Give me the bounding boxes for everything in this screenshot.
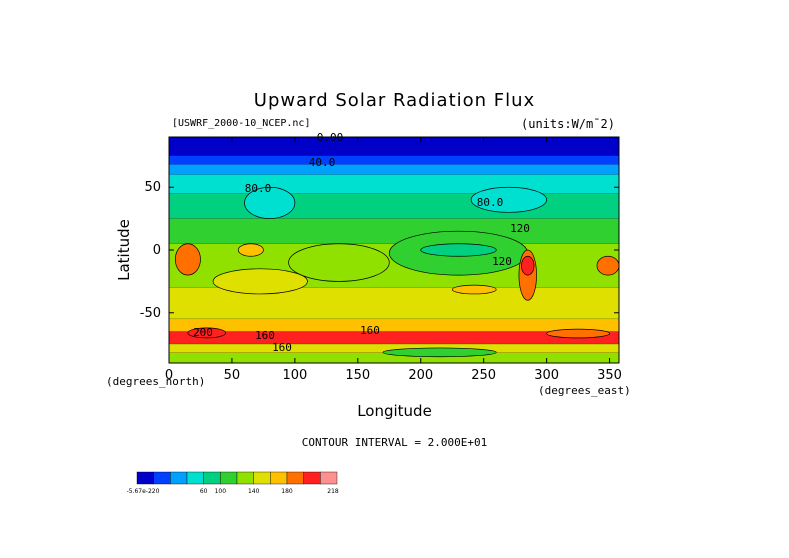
feature-region bbox=[244, 186, 296, 219]
feature-region bbox=[187, 327, 226, 339]
x-tick-label: 150 bbox=[345, 368, 370, 383]
feature-region bbox=[212, 268, 308, 295]
colorbar-swatch bbox=[303, 471, 321, 485]
colorbar-swatch bbox=[220, 471, 238, 485]
contour-label: 200 bbox=[193, 326, 213, 339]
colorbar-swatch bbox=[186, 471, 204, 485]
feature-region bbox=[546, 328, 610, 339]
zone-band bbox=[169, 137, 619, 156]
contour-label: 120 bbox=[510, 222, 530, 235]
units-label: (units:W/m¯2) bbox=[521, 117, 615, 131]
feature-region bbox=[521, 255, 535, 276]
colorbar-label: 60 bbox=[200, 488, 208, 495]
colorbar-swatch bbox=[203, 471, 221, 485]
zone-band bbox=[169, 164, 619, 175]
colorbar-swatch bbox=[153, 471, 171, 485]
colorbar-swatch bbox=[253, 471, 271, 485]
colorbar-label: -5.67e-220 bbox=[127, 488, 160, 495]
feature-region bbox=[451, 284, 497, 295]
zone-band bbox=[169, 218, 619, 244]
zone-band bbox=[169, 193, 619, 219]
zone-band bbox=[169, 331, 619, 345]
colorbar-label: 218 bbox=[327, 488, 339, 495]
zone-band bbox=[169, 174, 619, 194]
feature-region bbox=[382, 347, 497, 358]
contour-label: 160 bbox=[255, 329, 275, 342]
axes: 0 50 100 150 200 250 300 350 50 0 -50 bbox=[140, 137, 622, 383]
feature-region bbox=[470, 186, 547, 213]
contour-label: 160 bbox=[360, 324, 380, 337]
zone-band bbox=[169, 155, 619, 165]
x-tick-label: 100 bbox=[282, 368, 307, 383]
zone-band bbox=[169, 352, 619, 363]
colorbar-label: 140 bbox=[248, 488, 260, 495]
y-tick-label: -50 bbox=[140, 306, 161, 321]
x-tick-label: 50 bbox=[224, 368, 241, 383]
colorbar-swatch bbox=[286, 471, 304, 485]
colorbar-swatch bbox=[170, 471, 188, 485]
colorbar-label: 100 bbox=[215, 488, 227, 495]
colorbar-swatch bbox=[320, 471, 338, 485]
x-tick-label: 300 bbox=[534, 368, 559, 383]
x-tick-label: 250 bbox=[471, 368, 496, 383]
contour-label: 80.0 bbox=[477, 196, 504, 209]
feature-region bbox=[237, 243, 264, 257]
x-axis-unit-left: (degrees_north) bbox=[106, 375, 206, 388]
contour-label: 120 bbox=[492, 255, 512, 268]
y-tick-label: 50 bbox=[144, 180, 161, 195]
contour-label: 40.0 bbox=[309, 156, 336, 169]
feature-region bbox=[596, 255, 620, 276]
zone-band bbox=[169, 319, 619, 332]
zone-band bbox=[169, 344, 619, 353]
heatmap-field bbox=[169, 137, 620, 364]
contour-label: 80.0 bbox=[245, 182, 272, 195]
contour-label: 160 bbox=[272, 341, 292, 354]
contour-interval-label: CONTOUR INTERVAL = 2.000E+01 bbox=[301, 436, 488, 449]
x-axis-title: Longitude bbox=[357, 402, 432, 420]
colorbar: -5.67e-220 60 100 140 180 218 bbox=[127, 471, 339, 495]
x-tick-label: 350 bbox=[597, 368, 622, 383]
x-tick-label: 200 bbox=[408, 368, 433, 383]
colorbar-swatch bbox=[270, 471, 288, 485]
feature-region bbox=[420, 243, 497, 257]
y-axis-title: Latitude bbox=[115, 219, 133, 281]
chart-title: Upward Solar Radiation Flux bbox=[253, 90, 536, 111]
colorbar-swatch bbox=[136, 471, 154, 485]
feature-region bbox=[288, 243, 390, 282]
x-axis-unit-right: (degrees_east) bbox=[538, 384, 631, 397]
x-tick-label: 0 bbox=[165, 368, 173, 383]
feature-region bbox=[174, 243, 201, 276]
dataset-label: [USWRF_2000-10_NCEP.nc] bbox=[172, 118, 311, 129]
colorbar-label: 180 bbox=[281, 488, 293, 495]
y-tick-label: 0 bbox=[153, 243, 161, 258]
colorbar-swatch bbox=[236, 471, 254, 485]
